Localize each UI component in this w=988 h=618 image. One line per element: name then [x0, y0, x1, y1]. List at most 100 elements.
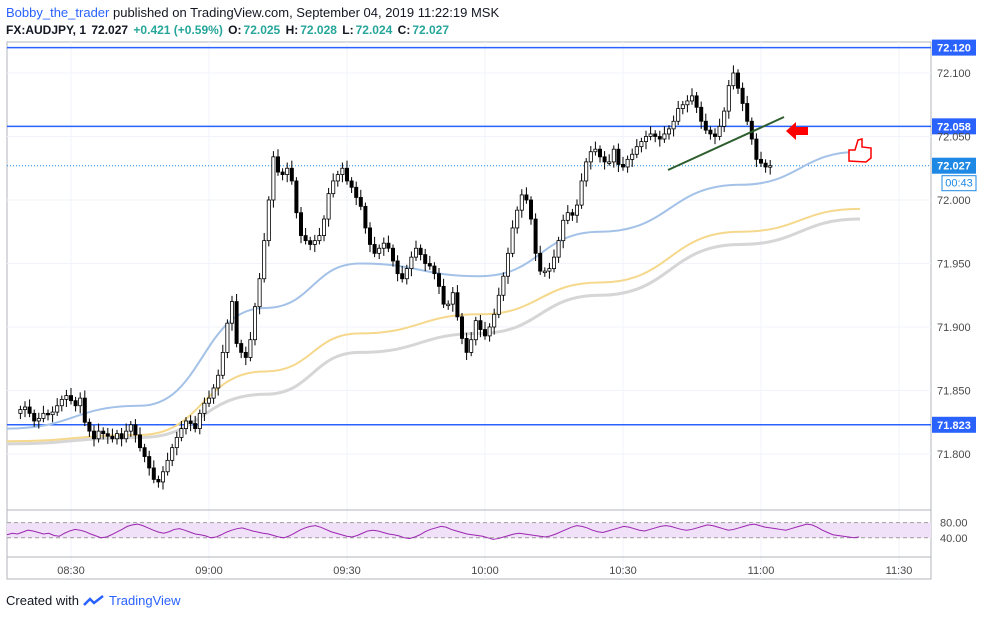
created-with-text: Created with: [6, 593, 79, 608]
candle-body: [18, 409, 23, 414]
candle-body: [607, 161, 612, 164]
candle-body: [680, 104, 685, 109]
tradingview-link[interactable]: TradingView: [108, 593, 181, 608]
candle-body: [703, 120, 708, 131]
rsi-band: [7, 522, 931, 538]
time-tick-label: 11:00: [748, 565, 775, 577]
candle-body: [482, 329, 487, 337]
candle-body: [193, 423, 198, 429]
candle-body: [326, 193, 331, 220]
candle-body: [234, 301, 239, 344]
price-tick-label: 71.950: [937, 259, 971, 271]
candle-body: [340, 167, 345, 175]
candle-body: [137, 434, 142, 449]
candle-body: [220, 351, 225, 376]
candle-body: [533, 218, 538, 254]
candle-body: [630, 153, 635, 160]
candle-body: [46, 412, 51, 416]
candle-body: [160, 471, 165, 483]
candle-body: [105, 433, 110, 437]
price-change: +0.421 (+0.59%): [133, 23, 223, 37]
candle-body: [202, 402, 207, 414]
candle-body: [542, 270, 547, 274]
candle-body: [248, 339, 253, 358]
candle-body: [768, 165, 773, 168]
candle-body: [662, 133, 667, 140]
candle-body: [455, 292, 460, 318]
candle-body: [588, 151, 593, 163]
candle-body: [82, 397, 87, 423]
candle-body: [243, 351, 248, 358]
candle-body: [367, 227, 372, 245]
candle-body: [639, 141, 644, 148]
candle-body: [469, 339, 474, 353]
candle-body: [142, 447, 147, 457]
candle-body: [151, 467, 156, 480]
author-link[interactable]: Bobby_the_trader: [6, 5, 110, 20]
candle-body: [41, 412, 46, 419]
candle-body: [96, 430, 101, 440]
last-price: 72.027: [91, 23, 129, 37]
candle-body: [335, 174, 340, 182]
rsi-level-label: 80.00: [940, 518, 968, 530]
candle-body: [206, 397, 211, 404]
rsi-level-label: 40.00: [940, 533, 968, 545]
candle-body: [611, 148, 616, 163]
ema-fast-line: [6, 150, 861, 430]
candle-body: [432, 265, 437, 275]
candle-body: [625, 158, 630, 168]
candle-body: [211, 387, 216, 399]
open-label: O:: [228, 23, 242, 37]
candle-body: [78, 397, 83, 407]
candle-body: [436, 273, 441, 287]
candle-body: [400, 273, 405, 280]
candle-body: [441, 285, 446, 305]
candle-body: [547, 268, 552, 272]
price-tick-label: 72.050: [937, 132, 971, 144]
time-tick-label: 10:00: [471, 565, 499, 577]
candle-body: [570, 212, 575, 216]
published-text: published on TradingView.com, September …: [112, 5, 500, 20]
open-value: 72.025: [243, 23, 281, 37]
candle-body: [386, 242, 391, 249]
chart-frame: [6, 41, 932, 580]
time-tick-label: 09:30: [333, 565, 361, 577]
candle-body: [418, 247, 423, 256]
ema-slow-line: [6, 217, 861, 446]
candle-body: [584, 161, 589, 182]
candle-body: [731, 72, 736, 87]
candle-body: [271, 156, 276, 201]
level-71823-tag: [932, 416, 976, 433]
candle-body: [404, 268, 409, 280]
candle-body: [59, 398, 64, 407]
candle-body: [556, 240, 561, 258]
candle-body: [390, 247, 395, 262]
candle-body: [87, 421, 92, 432]
candle-body: [344, 167, 349, 182]
candle-body: [133, 424, 138, 436]
candle-body: [699, 106, 704, 122]
candle-body: [450, 292, 455, 305]
candle-body: [487, 326, 492, 337]
candle-body: [685, 100, 690, 106]
candle-body: [519, 194, 524, 211]
thumbs-up-icon: [848, 138, 872, 163]
symbol-name[interactable]: FX:AUDJPY, 1: [6, 23, 87, 37]
candle-body: [492, 313, 497, 328]
candle-body: [32, 412, 37, 422]
low-label: L:: [342, 23, 354, 37]
candle-body: [409, 256, 414, 269]
level-71823-label: 71.823: [937, 420, 971, 432]
candle-body: [593, 148, 598, 153]
candle-body: [216, 374, 221, 389]
candle-body: [501, 275, 506, 296]
candle-body: [92, 430, 97, 440]
candle-body: [358, 197, 363, 207]
high-label: H:: [285, 23, 299, 37]
candle-body: [602, 156, 607, 163]
candle-body: [69, 395, 74, 402]
moving-averages: [6, 150, 861, 446]
candle-body: [349, 180, 354, 188]
candle-body: [331, 180, 336, 195]
